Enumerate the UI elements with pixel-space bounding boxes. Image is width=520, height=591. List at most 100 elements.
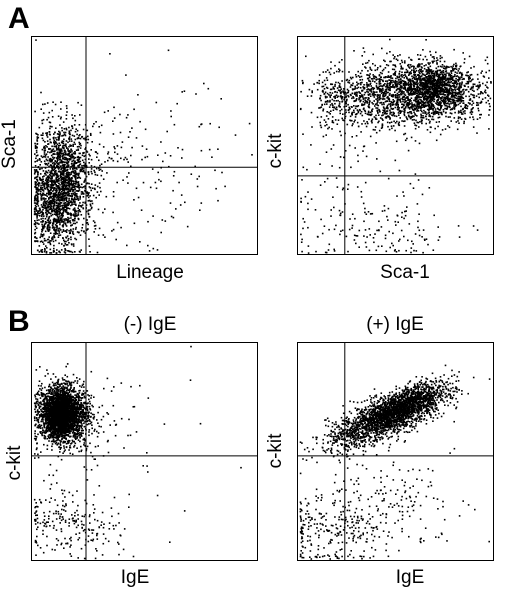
data-point (57, 203, 60, 205)
data-point (375, 98, 377, 100)
data-point (72, 180, 74, 182)
data-point (410, 97, 413, 99)
data-point (440, 88, 442, 91)
data-point (49, 221, 51, 223)
data-point (71, 170, 74, 173)
data-point (51, 160, 53, 163)
data-point (114, 151, 116, 154)
data-point (424, 83, 427, 85)
data-point (93, 225, 96, 227)
data-point (414, 77, 416, 79)
data-point (373, 100, 375, 102)
data-point (71, 153, 74, 156)
data-point (485, 71, 487, 74)
data-point (73, 196, 76, 199)
data-point (61, 197, 64, 199)
data-point (72, 198, 75, 201)
data-point (52, 180, 54, 183)
data-point (458, 91, 461, 93)
data-point (72, 209, 75, 211)
data-point (398, 114, 400, 116)
data-point (45, 203, 48, 205)
data-point (63, 240, 66, 243)
data-point (421, 88, 424, 90)
data-point (384, 109, 386, 112)
data-point (367, 113, 370, 116)
data-point (422, 115, 424, 117)
data-point (477, 93, 480, 95)
data-point (37, 193, 40, 195)
data-point (146, 155, 149, 158)
data-point (439, 55, 442, 57)
data-point (438, 116, 441, 119)
data-point (48, 216, 51, 218)
data-point (59, 156, 61, 158)
data-point (394, 94, 397, 96)
data-point (90, 189, 92, 192)
data-point (72, 175, 74, 177)
data-point (334, 85, 336, 88)
data-point (60, 217, 62, 219)
data-point (142, 181, 145, 184)
data-point (384, 90, 386, 93)
data-point (93, 123, 95, 125)
data-point (486, 86, 488, 88)
data-point (453, 103, 455, 106)
data-point (456, 82, 459, 85)
data-point (319, 106, 322, 109)
data-point (35, 170, 38, 172)
data-point (360, 75, 363, 78)
data-point (413, 103, 416, 106)
data-point (412, 109, 415, 111)
data-point (400, 66, 403, 69)
data-point (217, 199, 219, 202)
data-point (52, 158, 55, 160)
data-point (401, 97, 403, 100)
data-point (390, 80, 392, 83)
data-point (432, 72, 434, 75)
data-point (51, 150, 54, 152)
data-point (454, 80, 456, 82)
data-point (357, 111, 360, 114)
data-point (435, 88, 438, 90)
data-point (55, 211, 58, 214)
data-point (42, 208, 44, 211)
data-point (301, 238, 303, 241)
data-point (364, 101, 366, 104)
data-point (444, 107, 446, 110)
data-point (445, 87, 447, 90)
data-point (425, 113, 428, 116)
data-point (54, 189, 57, 192)
data-point (410, 106, 412, 108)
data-point (127, 161, 129, 163)
data-point (49, 174, 51, 176)
data-point (64, 252, 67, 254)
data-point (421, 67, 423, 69)
data-point (61, 231, 63, 233)
data-point (411, 88, 413, 90)
data-point (48, 225, 50, 227)
data-point (61, 172, 63, 174)
data-point (62, 214, 64, 217)
data-point (43, 207, 46, 209)
data-point (384, 94, 387, 97)
data-point (388, 100, 391, 103)
data-point (406, 118, 409, 121)
data-point (55, 176, 58, 179)
data-point (435, 67, 438, 70)
data-point (62, 145, 64, 147)
data-point (62, 134, 64, 137)
data-point (467, 102, 470, 104)
data-point (38, 223, 40, 225)
data-point (419, 81, 421, 84)
data-point (47, 230, 50, 232)
data-point (326, 87, 329, 89)
data-point (78, 141, 80, 144)
data-point (364, 99, 366, 101)
data-point (42, 243, 45, 245)
data-point (70, 198, 73, 200)
data-point (454, 86, 456, 89)
data-point (341, 117, 343, 120)
data-point (41, 119, 43, 122)
data-point (64, 158, 67, 161)
